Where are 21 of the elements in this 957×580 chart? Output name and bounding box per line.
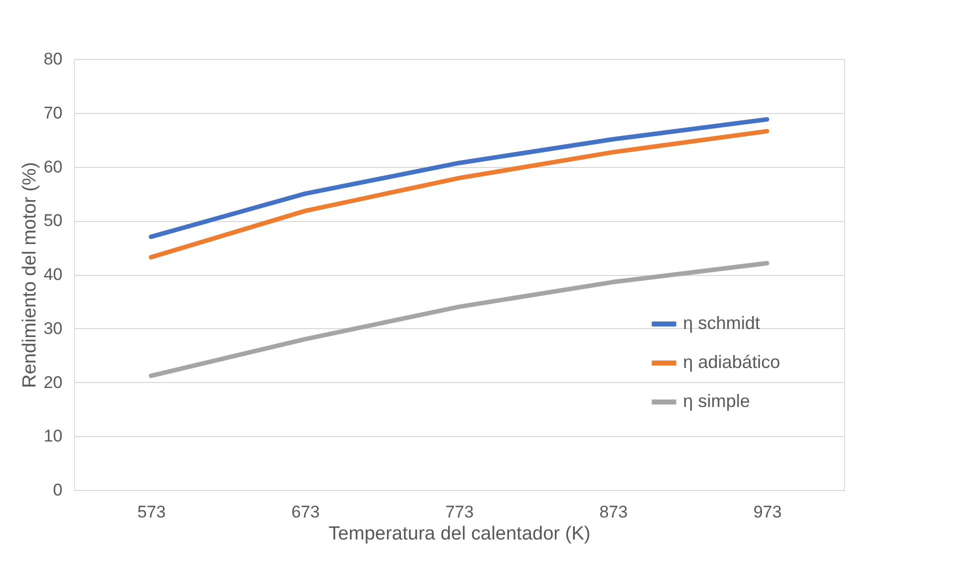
- y-tick-label: 60: [44, 157, 62, 176]
- x-tick-label: 973: [753, 502, 782, 522]
- x-axis-title: Temperatura del calentador (K): [328, 524, 590, 544]
- x-tick-label: 873: [599, 502, 628, 522]
- y-tick-label: 70: [44, 103, 62, 122]
- x-tick-label: 773: [445, 502, 474, 522]
- y-tick-label: 50: [44, 211, 62, 230]
- x-tick-label: 673: [291, 502, 320, 522]
- x-tick-label: 573: [137, 502, 166, 522]
- legend-label: η adiabático: [683, 352, 780, 372]
- line-series: [148, 128, 770, 260]
- y-tick-label: 30: [44, 318, 62, 338]
- line-series: [148, 117, 770, 240]
- y-axis-title: Rendimiento del motor (%): [20, 162, 41, 388]
- y-tick-label: 10: [44, 426, 62, 446]
- legend-label: η simple: [683, 390, 750, 411]
- legend-label: η schmidt: [683, 312, 760, 333]
- y-tick-label: 20: [44, 372, 62, 392]
- y-tick-label: 80: [44, 50, 62, 68]
- y-tick-label: 0: [53, 480, 62, 500]
- y-tick-label: 40: [44, 265, 62, 284]
